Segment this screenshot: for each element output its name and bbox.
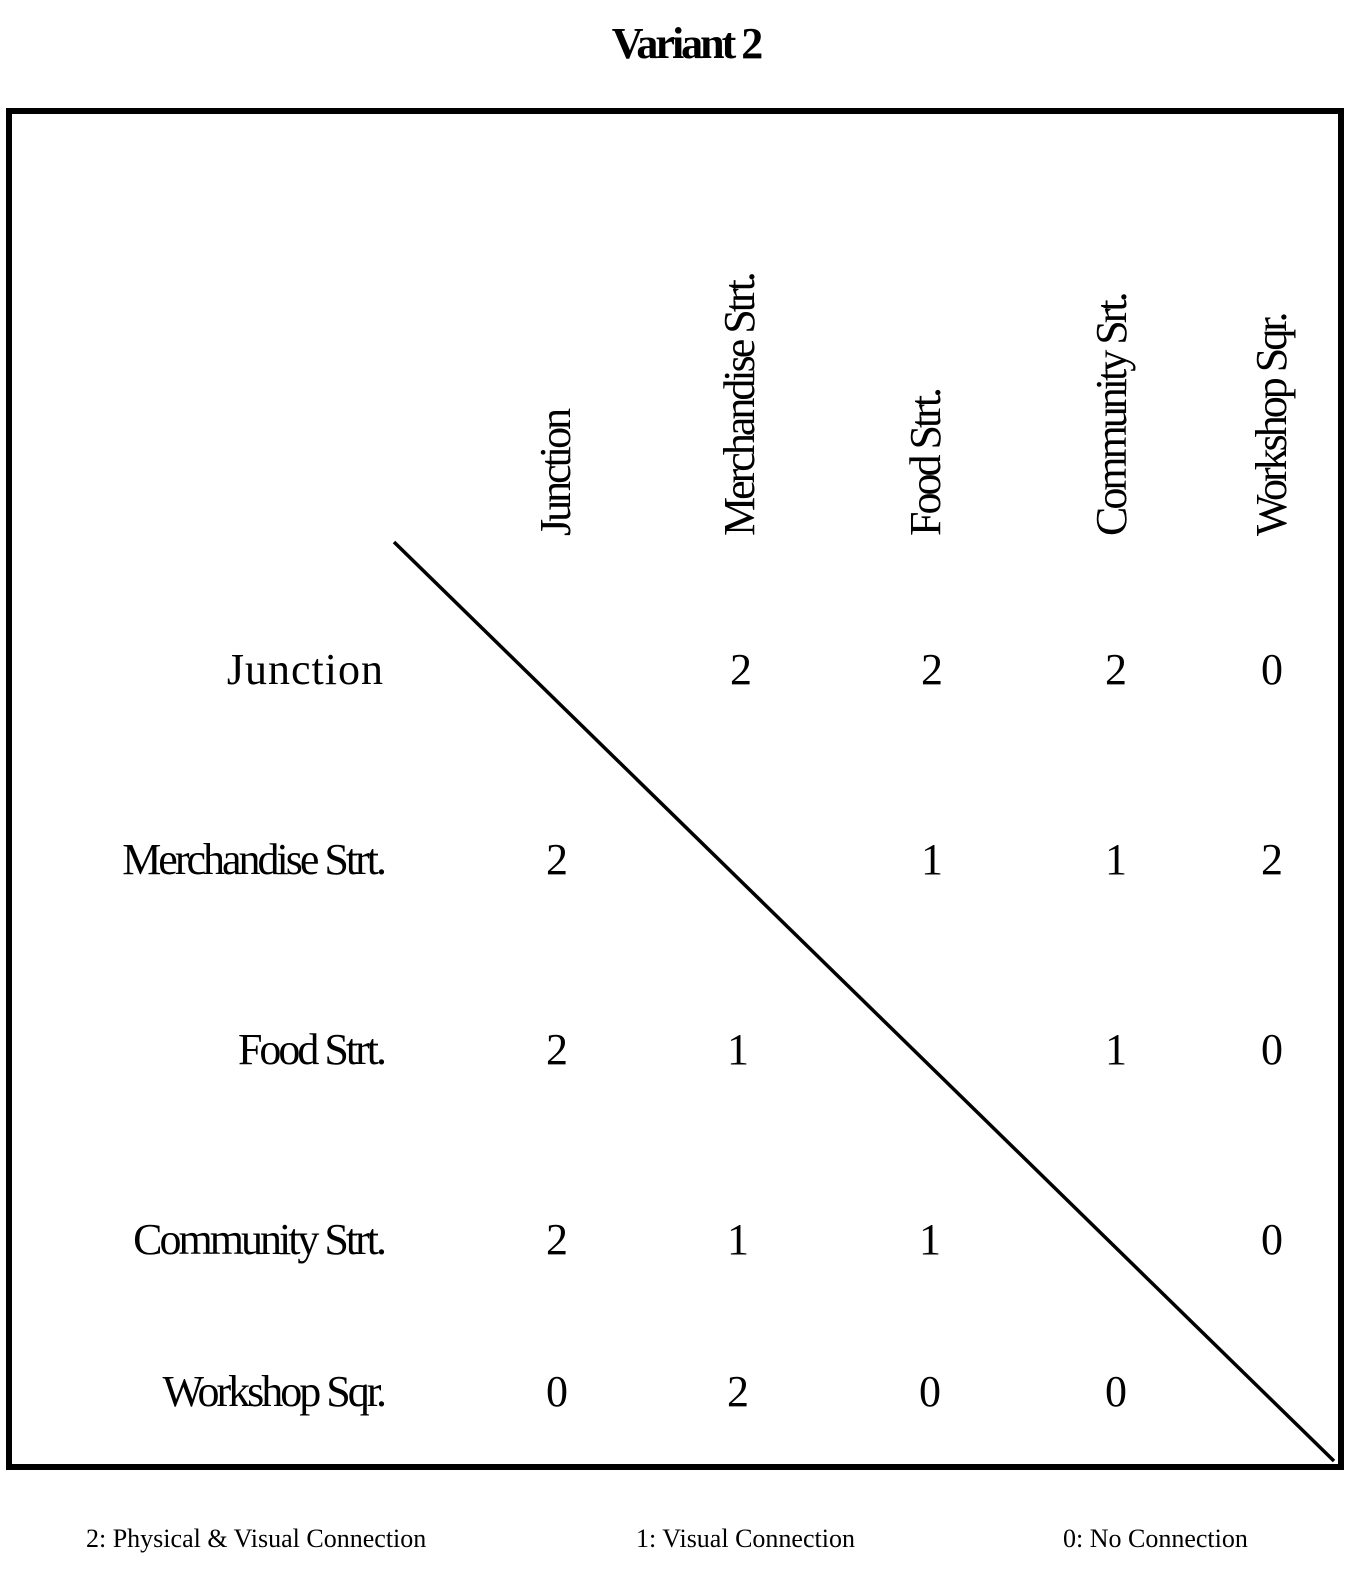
matrix-cell: 2 — [727, 1367, 749, 1416]
matrix-cell: 1 — [1105, 835, 1127, 884]
matrix-cell: 2 — [921, 645, 943, 694]
matrix-cell: 0 — [1105, 1367, 1127, 1416]
matrix-cell: 1 — [727, 1215, 749, 1264]
matrix-cell: 1 — [919, 1215, 941, 1264]
matrix-cell: 1 — [727, 1025, 749, 1074]
matrix-cell: 2 — [1261, 835, 1283, 884]
matrix-cell: 2 — [730, 645, 752, 694]
matrix-cell: 0 — [1261, 1025, 1283, 1074]
matrix-cell: 2 — [546, 835, 568, 884]
row-header-junction: Junction — [226, 645, 384, 694]
row-header-food: Food Strt. — [237, 1025, 387, 1074]
matrix-cell: 0 — [546, 1367, 568, 1416]
matrix-cell: 0 — [1261, 1215, 1283, 1264]
matrix-cell: 0 — [1261, 645, 1283, 694]
row-header-community: Community Strt. — [133, 1215, 387, 1264]
matrix-cell: 0 — [919, 1367, 941, 1416]
legend-physical-visual: 2: Physical & Visual Connection — [86, 1524, 427, 1553]
legend-none: 0: No Connection — [1063, 1524, 1248, 1553]
diagram-title: Variant 2 — [611, 19, 764, 68]
legend-visual: 1: Visual Connection — [636, 1524, 855, 1553]
matrix-cell: 2 — [546, 1025, 568, 1074]
row-header-merchandise: Merchandise Strt. — [122, 835, 387, 884]
row-header-workshop: Workshop Sqr. — [162, 1367, 387, 1416]
matrix-cell: 2 — [546, 1215, 568, 1264]
matrix-frame — [6, 108, 1344, 1470]
matrix-cell: 1 — [921, 835, 943, 884]
matrix-cell: 2 — [1105, 645, 1127, 694]
matrix-cell: 1 — [1105, 1025, 1127, 1074]
